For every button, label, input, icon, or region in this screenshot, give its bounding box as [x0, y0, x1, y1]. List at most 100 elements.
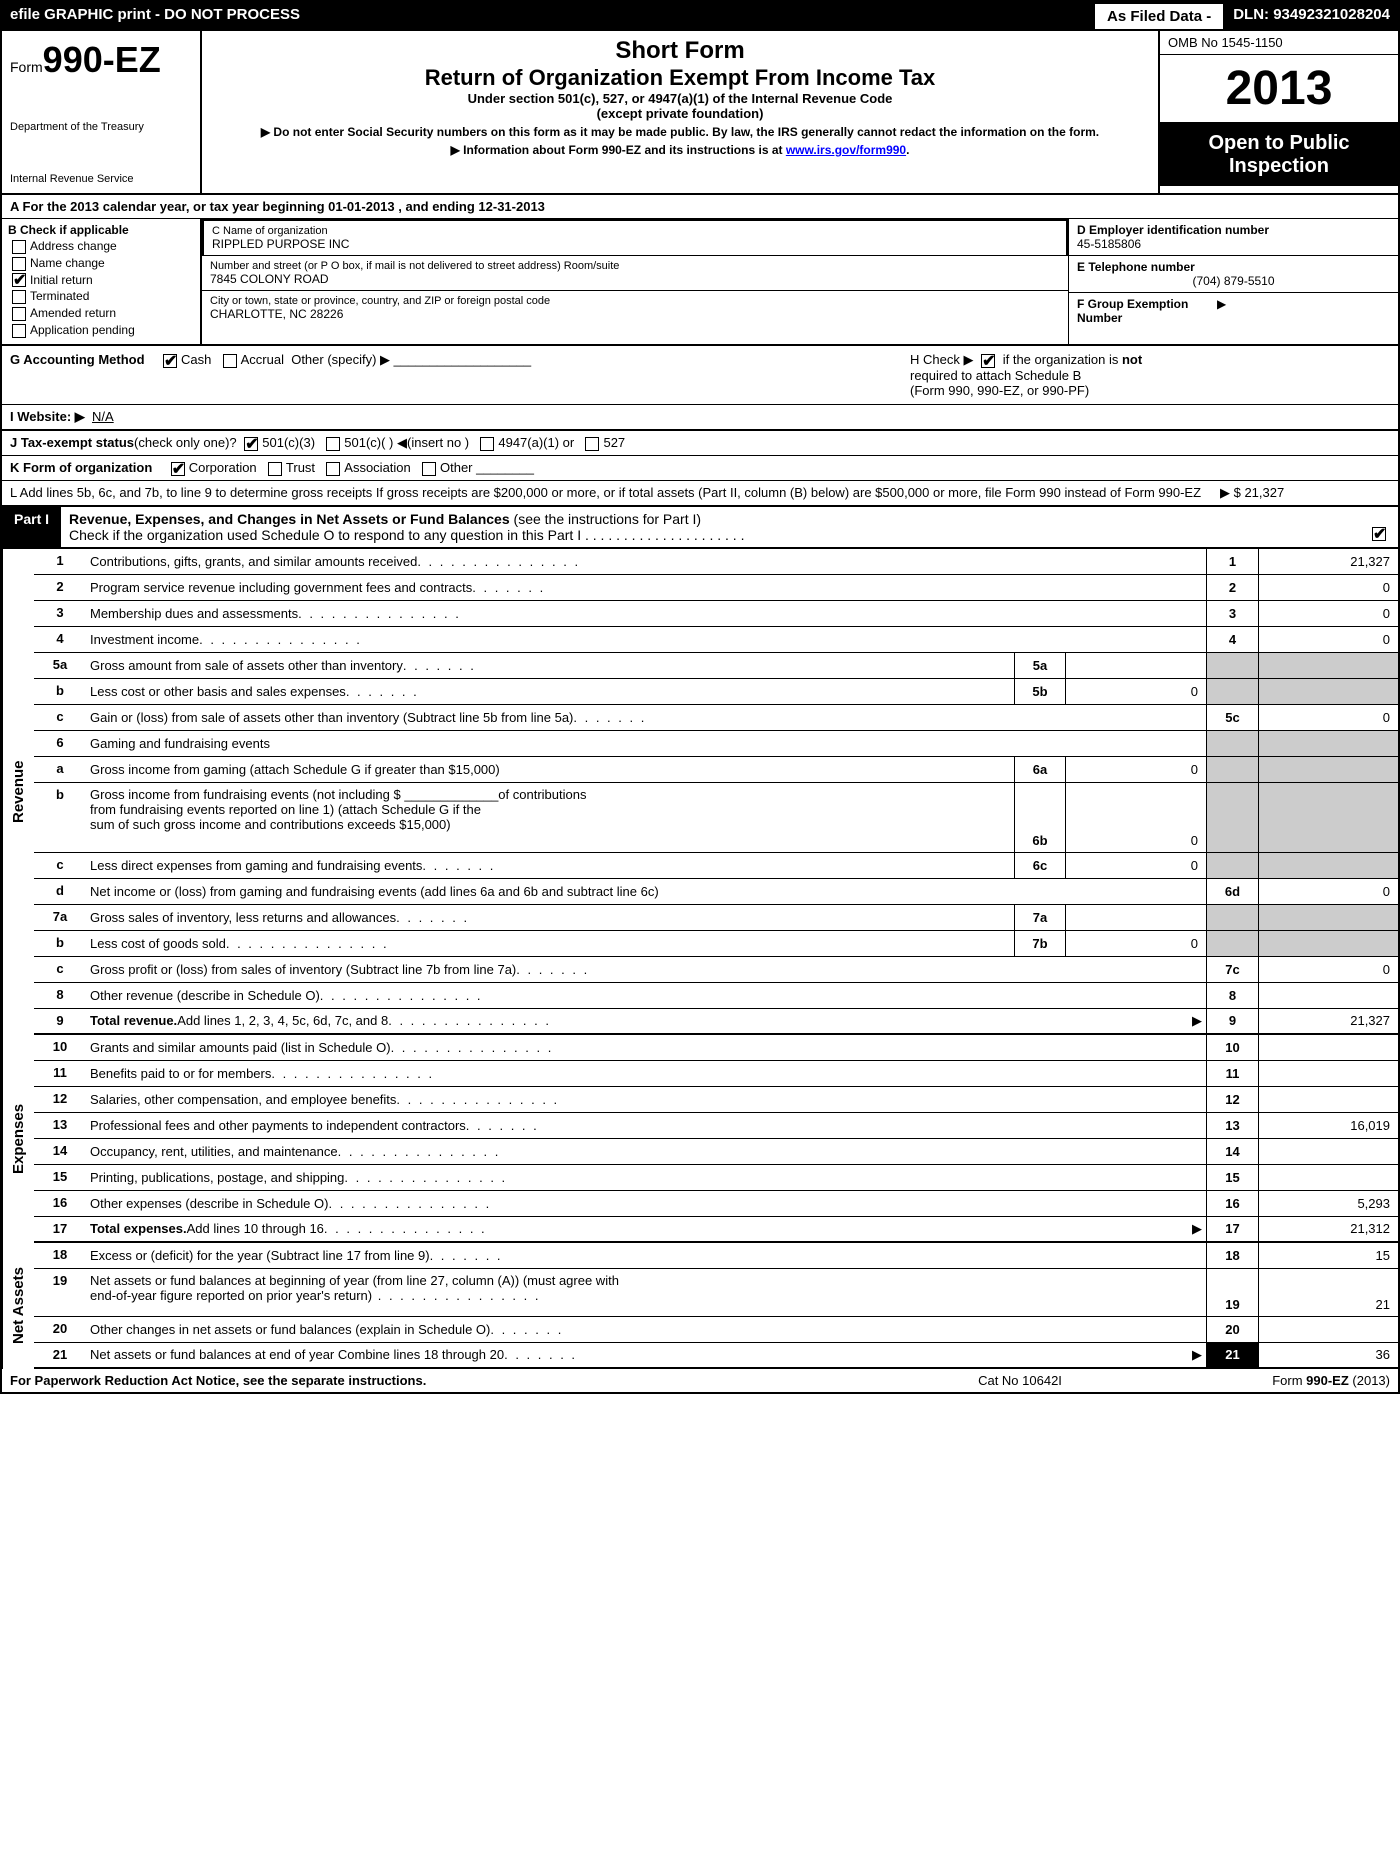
ln-ibox: 5a: [1014, 653, 1066, 678]
chk-527[interactable]: [585, 437, 599, 451]
chk-corp[interactable]: [171, 462, 185, 476]
line-6a: a Gross income from gaming (attach Sched…: [34, 757, 1398, 783]
ln-text: Benefits paid to or for members: [90, 1066, 271, 1081]
line-11: 11 Benefits paid to or for members 11: [34, 1061, 1398, 1087]
j-4947: 4947(a)(1) or: [498, 435, 574, 450]
ln-desc: Other expenses (describe in Schedule O): [86, 1191, 1206, 1216]
h-text3: required to attach Schedule B: [910, 368, 1081, 383]
chk-name-change[interactable]: Name change: [8, 256, 194, 271]
ln-amt: 0: [1258, 575, 1398, 600]
ln-no: 10: [34, 1035, 86, 1060]
chk-h[interactable]: [981, 354, 995, 368]
chk-501c3[interactable]: [244, 437, 258, 451]
ln-iamt: 0: [1066, 679, 1206, 704]
ln-text: Add lines 10 through 16: [187, 1221, 324, 1236]
section-a: A For the 2013 calendar year, or tax yea…: [2, 195, 1398, 219]
ln-desc: Less cost or other basis and sales expen…: [86, 679, 1014, 704]
ln-amt: [1258, 1139, 1398, 1164]
ln-no: d: [34, 879, 86, 904]
line-4: 4 Investment income 4 0: [34, 627, 1398, 653]
expenses-side-label: Expenses: [2, 1035, 34, 1243]
ln-no: 17: [34, 1217, 86, 1241]
section-i: I Website: ▶ N/A: [2, 405, 1398, 431]
line-17: 17 Total expenses. Add lines 10 through …: [34, 1217, 1398, 1243]
ln-box-grey: [1206, 783, 1258, 852]
ln-no: 1: [34, 549, 86, 574]
chk-amended[interactable]: Amended return: [8, 306, 194, 321]
ln-desc: Excess or (deficit) for the year (Subtra…: [86, 1243, 1206, 1268]
line-9: 9 Total revenue. Add lines 1, 2, 3, 4, 5…: [34, 1009, 1398, 1035]
line-13: 13 Professional fees and other payments …: [34, 1113, 1398, 1139]
section-j: J Tax-exempt status(check only one)? 501…: [2, 431, 1398, 456]
ln-amt-grey: [1258, 731, 1398, 756]
chk-address-change[interactable]: Address change: [8, 239, 194, 254]
ln-text: Salaries, other compensation, and employ…: [90, 1092, 396, 1107]
line-14: 14 Occupancy, rent, utilities, and maint…: [34, 1139, 1398, 1165]
k-label: K Form of organization: [10, 460, 152, 475]
form-title: Return of Organization Exempt From Incom…: [212, 65, 1148, 91]
form-subtitle-2: (except private foundation): [212, 106, 1148, 121]
line-7b: b Less cost of goods sold 7b 0: [34, 931, 1398, 957]
footer-mid: Cat No 10642I: [870, 1373, 1170, 1388]
chk-assoc[interactable]: [326, 462, 340, 476]
chk-schedule-o[interactable]: [1372, 527, 1386, 541]
ln-box: 5c: [1206, 705, 1258, 730]
page-footer: For Paperwork Reduction Act Notice, see …: [2, 1369, 1398, 1392]
top-bar: efile GRAPHIC print - DO NOT PROCESS As …: [2, 2, 1398, 31]
c-city-block: City or town, state or province, country…: [202, 291, 1068, 325]
ln-text: Net income or (loss) from gaming and fun…: [90, 884, 659, 899]
k-other: Other: [440, 460, 473, 475]
line-21: 21 Net assets or fund balances at end of…: [34, 1343, 1398, 1369]
chk-501c[interactable]: [326, 437, 340, 451]
form-no-big: 990-EZ: [43, 39, 161, 80]
chk-accrual[interactable]: [223, 354, 237, 368]
warn-pre: ▶ Information about Form 990-EZ and its …: [451, 143, 786, 157]
part-i-label: Part I: [2, 507, 61, 547]
chk-trust[interactable]: [268, 462, 282, 476]
c-label: C Name of organization: [212, 225, 1058, 237]
ln-text: Program service revenue including govern…: [90, 580, 472, 595]
dept-irs: Internal Revenue Service: [10, 173, 192, 185]
ln-text: Contributions, gifts, grants, and simila…: [90, 554, 417, 569]
chk-initial-return[interactable]: Initial return: [8, 273, 194, 288]
ln-no: b: [34, 931, 86, 956]
ln-text: Less direct expenses from gaming and fun…: [90, 858, 422, 873]
section-l: L Add lines 5b, 6c, and 7b, to line 9 to…: [2, 481, 1398, 507]
ln-box: 13: [1206, 1113, 1258, 1138]
header-mid: Short Form Return of Organization Exempt…: [202, 31, 1158, 193]
ln-box: 3: [1206, 601, 1258, 626]
section-b: B Check if applicable Address change Nam…: [2, 219, 202, 344]
chk-app-pending[interactable]: Application pending: [8, 323, 194, 338]
irs-link[interactable]: www.irs.gov/form990: [786, 143, 906, 157]
h-text2: if the organization is: [1003, 352, 1122, 367]
expenses-section: Expenses 10 Grants and similar amounts p…: [2, 1035, 1398, 1243]
ln-no: 2: [34, 575, 86, 600]
ln-text: Gross income from gaming (attach Schedul…: [90, 762, 500, 777]
f-label: F Group Exemption Number: [1077, 297, 1217, 325]
line-6c: c Less direct expenses from gaming and f…: [34, 853, 1398, 879]
chk-4947[interactable]: [480, 437, 494, 451]
ln-iamt: 0: [1066, 757, 1206, 782]
ln-box: 10: [1206, 1035, 1258, 1060]
ln-box: 18: [1206, 1243, 1258, 1268]
line-10: 10 Grants and similar amounts paid (list…: [34, 1035, 1398, 1061]
chk-cash[interactable]: [163, 354, 177, 368]
part-i-title: Revenue, Expenses, and Changes in Net As…: [61, 507, 1398, 547]
line-7c: c Gross profit or (loss) from sales of i…: [34, 957, 1398, 983]
ln-box: 8: [1206, 983, 1258, 1008]
ln-desc: Program service revenue including govern…: [86, 575, 1206, 600]
chk-other[interactable]: [422, 462, 436, 476]
ln-amt: 0: [1258, 705, 1398, 730]
g-label: G Accounting Method: [10, 352, 145, 367]
ln-box-grey: [1206, 853, 1258, 878]
line-6b: b Gross income from fundraising events (…: [34, 783, 1398, 853]
ln-desc: Gaming and fundraising events: [86, 731, 1206, 756]
ln-box: 17: [1206, 1217, 1258, 1241]
ln-box: 19: [1206, 1269, 1258, 1316]
ln-amt-grey: [1258, 905, 1398, 930]
chk-label: Name change: [30, 256, 105, 270]
ln-no: 9: [34, 1009, 86, 1033]
footer-form-pre: Form: [1272, 1373, 1306, 1388]
chk-terminated[interactable]: Terminated: [8, 289, 194, 304]
ln-desc: Gross income from fundraising events (no…: [86, 783, 1014, 852]
